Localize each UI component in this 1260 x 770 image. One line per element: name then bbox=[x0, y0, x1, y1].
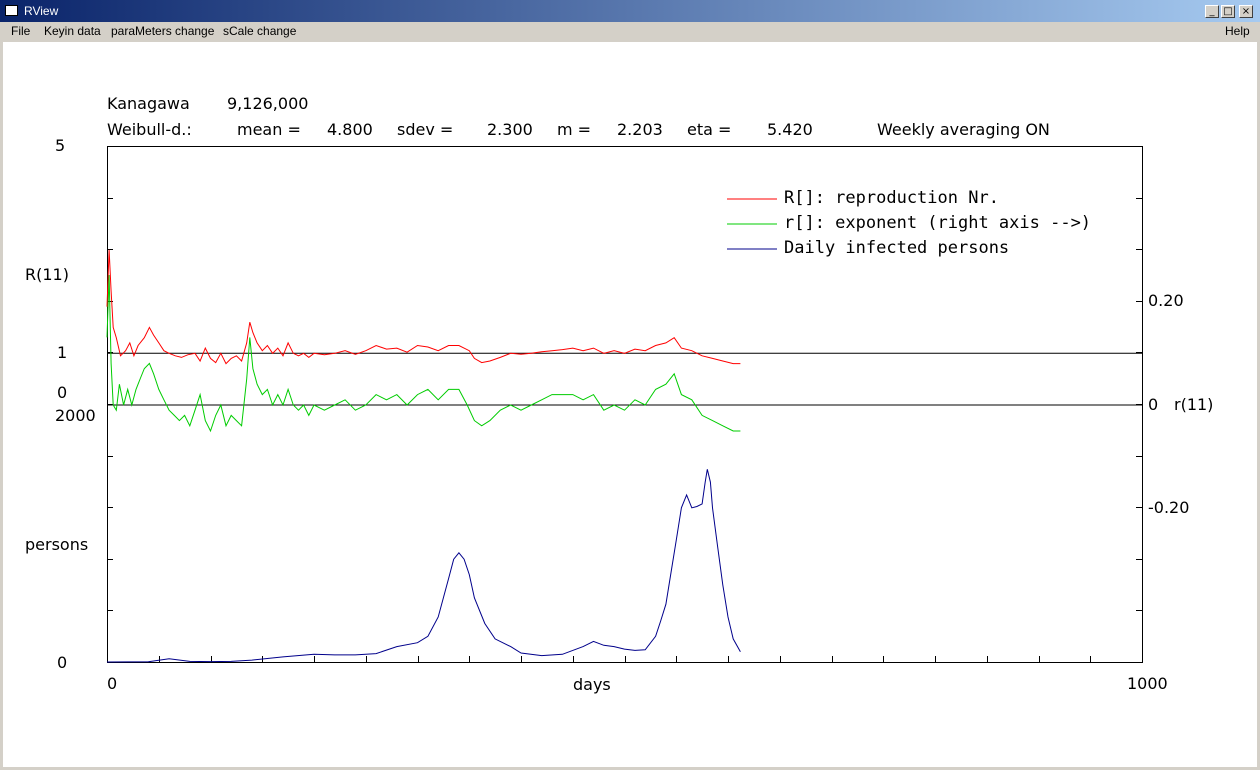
reference-lines bbox=[107, 352, 1142, 406]
right-axis-label: r(11) bbox=[1174, 395, 1213, 414]
x-axis-tick-0: 0 bbox=[107, 674, 117, 693]
menu-scale-change[interactable]: sCale change bbox=[223, 24, 297, 38]
x-axis-tick-1000: 1000 bbox=[1127, 674, 1168, 693]
r-axis-label: R(11) bbox=[25, 265, 69, 284]
legend-entry-R: R[]: reproduction Nr. bbox=[784, 188, 999, 208]
right-axis-tick-0.20: 0.20 bbox=[1148, 291, 1184, 310]
x-axis-label: days bbox=[573, 675, 611, 694]
menu-help[interactable]: Help bbox=[1225, 24, 1250, 38]
r-axis-tick-5: 5 bbox=[55, 136, 65, 155]
title-bar[interactable]: RView _ □ × bbox=[0, 0, 1260, 22]
persons-axis-label: persons bbox=[25, 535, 88, 554]
menu-file[interactable]: File bbox=[11, 24, 31, 38]
r-axis-tick-1: 1 bbox=[57, 343, 67, 362]
minimize-icon[interactable]: _ bbox=[1205, 5, 1219, 18]
legend-entry-daily: Daily infected persons bbox=[784, 238, 1009, 258]
r-axis-tick-0: 0 bbox=[57, 383, 67, 402]
legend-entry-r: r[]: exponent (right axis -->) bbox=[784, 213, 1091, 233]
series-line-R bbox=[106, 249, 741, 365]
menu-keyin-data[interactable]: Keyin data bbox=[44, 24, 101, 38]
sdev-label: sdev = bbox=[397, 120, 453, 139]
series-line-r bbox=[106, 274, 741, 433]
menu-parameters-change[interactable]: paraMeters change bbox=[111, 24, 215, 38]
chart-svg: Kanagawa 9,126,000 Weibull-d.: mean = 4.… bbox=[25, 94, 1213, 694]
eta-label: eta = bbox=[687, 120, 731, 139]
m-value: 2.203 bbox=[617, 120, 663, 139]
region-name: Kanagawa bbox=[107, 94, 190, 113]
weibull-prefix: Weibull-d.: bbox=[107, 120, 192, 139]
right-axis-tick-0: 0 bbox=[1148, 395, 1158, 414]
close-icon[interactable]: × bbox=[1239, 5, 1253, 18]
persons-axis-tick-2000: 2000 bbox=[55, 406, 96, 425]
maximize-icon[interactable]: □ bbox=[1221, 5, 1235, 18]
right-axis-tick-neg0.20: -0.20 bbox=[1148, 498, 1189, 517]
eta-value: 5.420 bbox=[767, 120, 813, 139]
window-title: RView bbox=[24, 4, 59, 18]
plot-area: Kanagawa 9,126,000 Weibull-d.: mean = 4.… bbox=[3, 42, 1257, 767]
m-label: m = bbox=[557, 120, 591, 139]
persons-axis-tick-0: 0 bbox=[57, 653, 67, 672]
series-group bbox=[106, 249, 741, 663]
population-value: 9,126,000 bbox=[227, 94, 308, 113]
mean-label: mean = bbox=[237, 120, 301, 139]
menu-bar: File Keyin data paraMeters change sCale … bbox=[0, 22, 1260, 41]
sdev-value: 2.300 bbox=[487, 120, 533, 139]
averaging-status: Weekly averaging ON bbox=[877, 120, 1050, 139]
app-window-icon bbox=[5, 5, 18, 16]
series-line-daily bbox=[106, 469, 741, 663]
mean-value: 4.800 bbox=[327, 120, 373, 139]
